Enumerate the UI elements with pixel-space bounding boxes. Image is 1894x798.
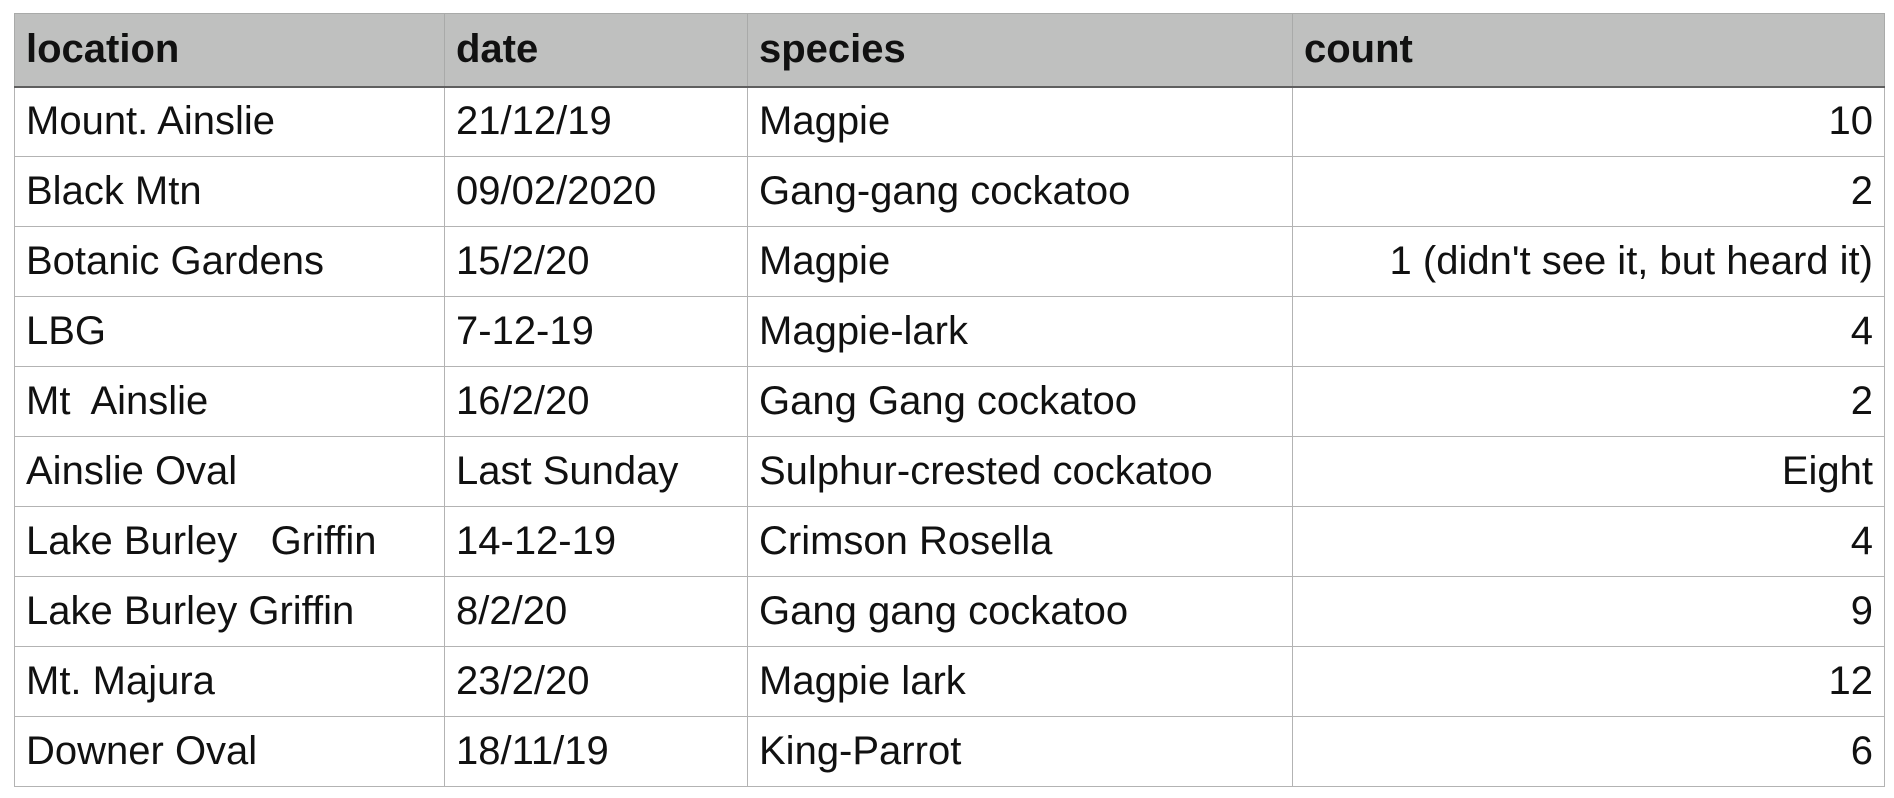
cell-species[interactable]: Gang Gang cockatoo [747, 366, 1293, 437]
cell-location[interactable]: Lake Burley Griffin [14, 576, 445, 647]
cell-species[interactable]: King-Parrot [747, 716, 1293, 787]
cell-species[interactable]: Magpie lark [747, 646, 1293, 717]
cell-count[interactable]: 12 [1292, 646, 1885, 717]
cell-date[interactable]: 18/11/19 [444, 716, 748, 787]
cell-count[interactable]: 4 [1292, 506, 1885, 577]
cell-location[interactable]: Black Mtn [14, 156, 445, 227]
cell-count[interactable]: 2 [1292, 156, 1885, 227]
cell-date[interactable]: Last Sunday [444, 436, 748, 507]
table-row: Mt. Majura 23/2/20 Magpie lark 12 [14, 646, 1885, 717]
cell-location[interactable]: Lake Burley Griffin [14, 506, 445, 577]
column-header-count[interactable]: count [1292, 13, 1885, 88]
cell-location[interactable]: LBG [14, 296, 445, 367]
column-header-species[interactable]: species [747, 13, 1293, 88]
cell-species[interactable]: Magpie [747, 226, 1293, 297]
cell-species[interactable]: Gang gang cockatoo [747, 576, 1293, 647]
table-row: Mt Ainslie 16/2/20 Gang Gang cockatoo 2 [14, 366, 1885, 437]
table-row: Ainslie Oval Last Sunday Sulphur-crested… [14, 436, 1885, 507]
cell-count[interactable]: 4 [1292, 296, 1885, 367]
cell-date[interactable]: 15/2/20 [444, 226, 748, 297]
cell-location[interactable]: Downer Oval [14, 716, 445, 787]
cell-date[interactable]: 09/02/2020 [444, 156, 748, 227]
cell-date[interactable]: 14-12-19 [444, 506, 748, 577]
cell-date[interactable]: 23/2/20 [444, 646, 748, 717]
table-row: Lake Burley Griffin 8/2/20 Gang gang coc… [14, 576, 1885, 647]
cell-count[interactable]: 1 (didn't see it, but heard it) [1292, 226, 1885, 297]
cell-count[interactable]: 6 [1292, 716, 1885, 787]
bird-sightings-table: location date species count Mount. Ainsl… [14, 13, 1885, 787]
cell-location[interactable]: Mt Ainslie [14, 366, 445, 437]
cell-species[interactable]: Crimson Rosella [747, 506, 1293, 577]
table-row: LBG 7-12-19 Magpie-lark 4 [14, 296, 1885, 367]
cell-date[interactable]: 8/2/20 [444, 576, 748, 647]
table-row: Black Mtn 09/02/2020 Gang-gang cockatoo … [14, 156, 1885, 227]
cell-location[interactable]: Mt. Majura [14, 646, 445, 717]
table-row: Mount. Ainslie 21/12/19 Magpie 10 [14, 86, 1885, 157]
cell-count[interactable]: 2 [1292, 366, 1885, 437]
column-header-location[interactable]: location [14, 13, 445, 88]
cell-location[interactable]: Botanic Gardens [14, 226, 445, 297]
table-header: location date species count [14, 13, 1885, 88]
cell-date[interactable]: 16/2/20 [444, 366, 748, 437]
table-body: Mount. Ainslie 21/12/19 Magpie 10 Black … [14, 86, 1885, 787]
cell-count[interactable]: 10 [1292, 86, 1885, 157]
cell-species[interactable]: Magpie-lark [747, 296, 1293, 367]
cell-date[interactable]: 7-12-19 [444, 296, 748, 367]
table-row: Downer Oval 18/11/19 King-Parrot 6 [14, 716, 1885, 787]
table-row: Lake Burley Griffin 14-12-19 Crimson Ros… [14, 506, 1885, 577]
cell-location[interactable]: Mount. Ainslie [14, 86, 445, 157]
cell-species[interactable]: Sulphur-crested cockatoo [747, 436, 1293, 507]
cell-species[interactable]: Gang-gang cockatoo [747, 156, 1293, 227]
column-header-date[interactable]: date [444, 13, 748, 88]
cell-location[interactable]: Ainslie Oval [14, 436, 445, 507]
table-row: Botanic Gardens 15/2/20 Magpie 1 (didn't… [14, 226, 1885, 297]
cell-species[interactable]: Magpie [747, 86, 1293, 157]
cell-count[interactable]: 9 [1292, 576, 1885, 647]
cell-date[interactable]: 21/12/19 [444, 86, 748, 157]
cell-count[interactable]: Eight [1292, 436, 1885, 507]
header-row: location date species count [14, 13, 1885, 88]
